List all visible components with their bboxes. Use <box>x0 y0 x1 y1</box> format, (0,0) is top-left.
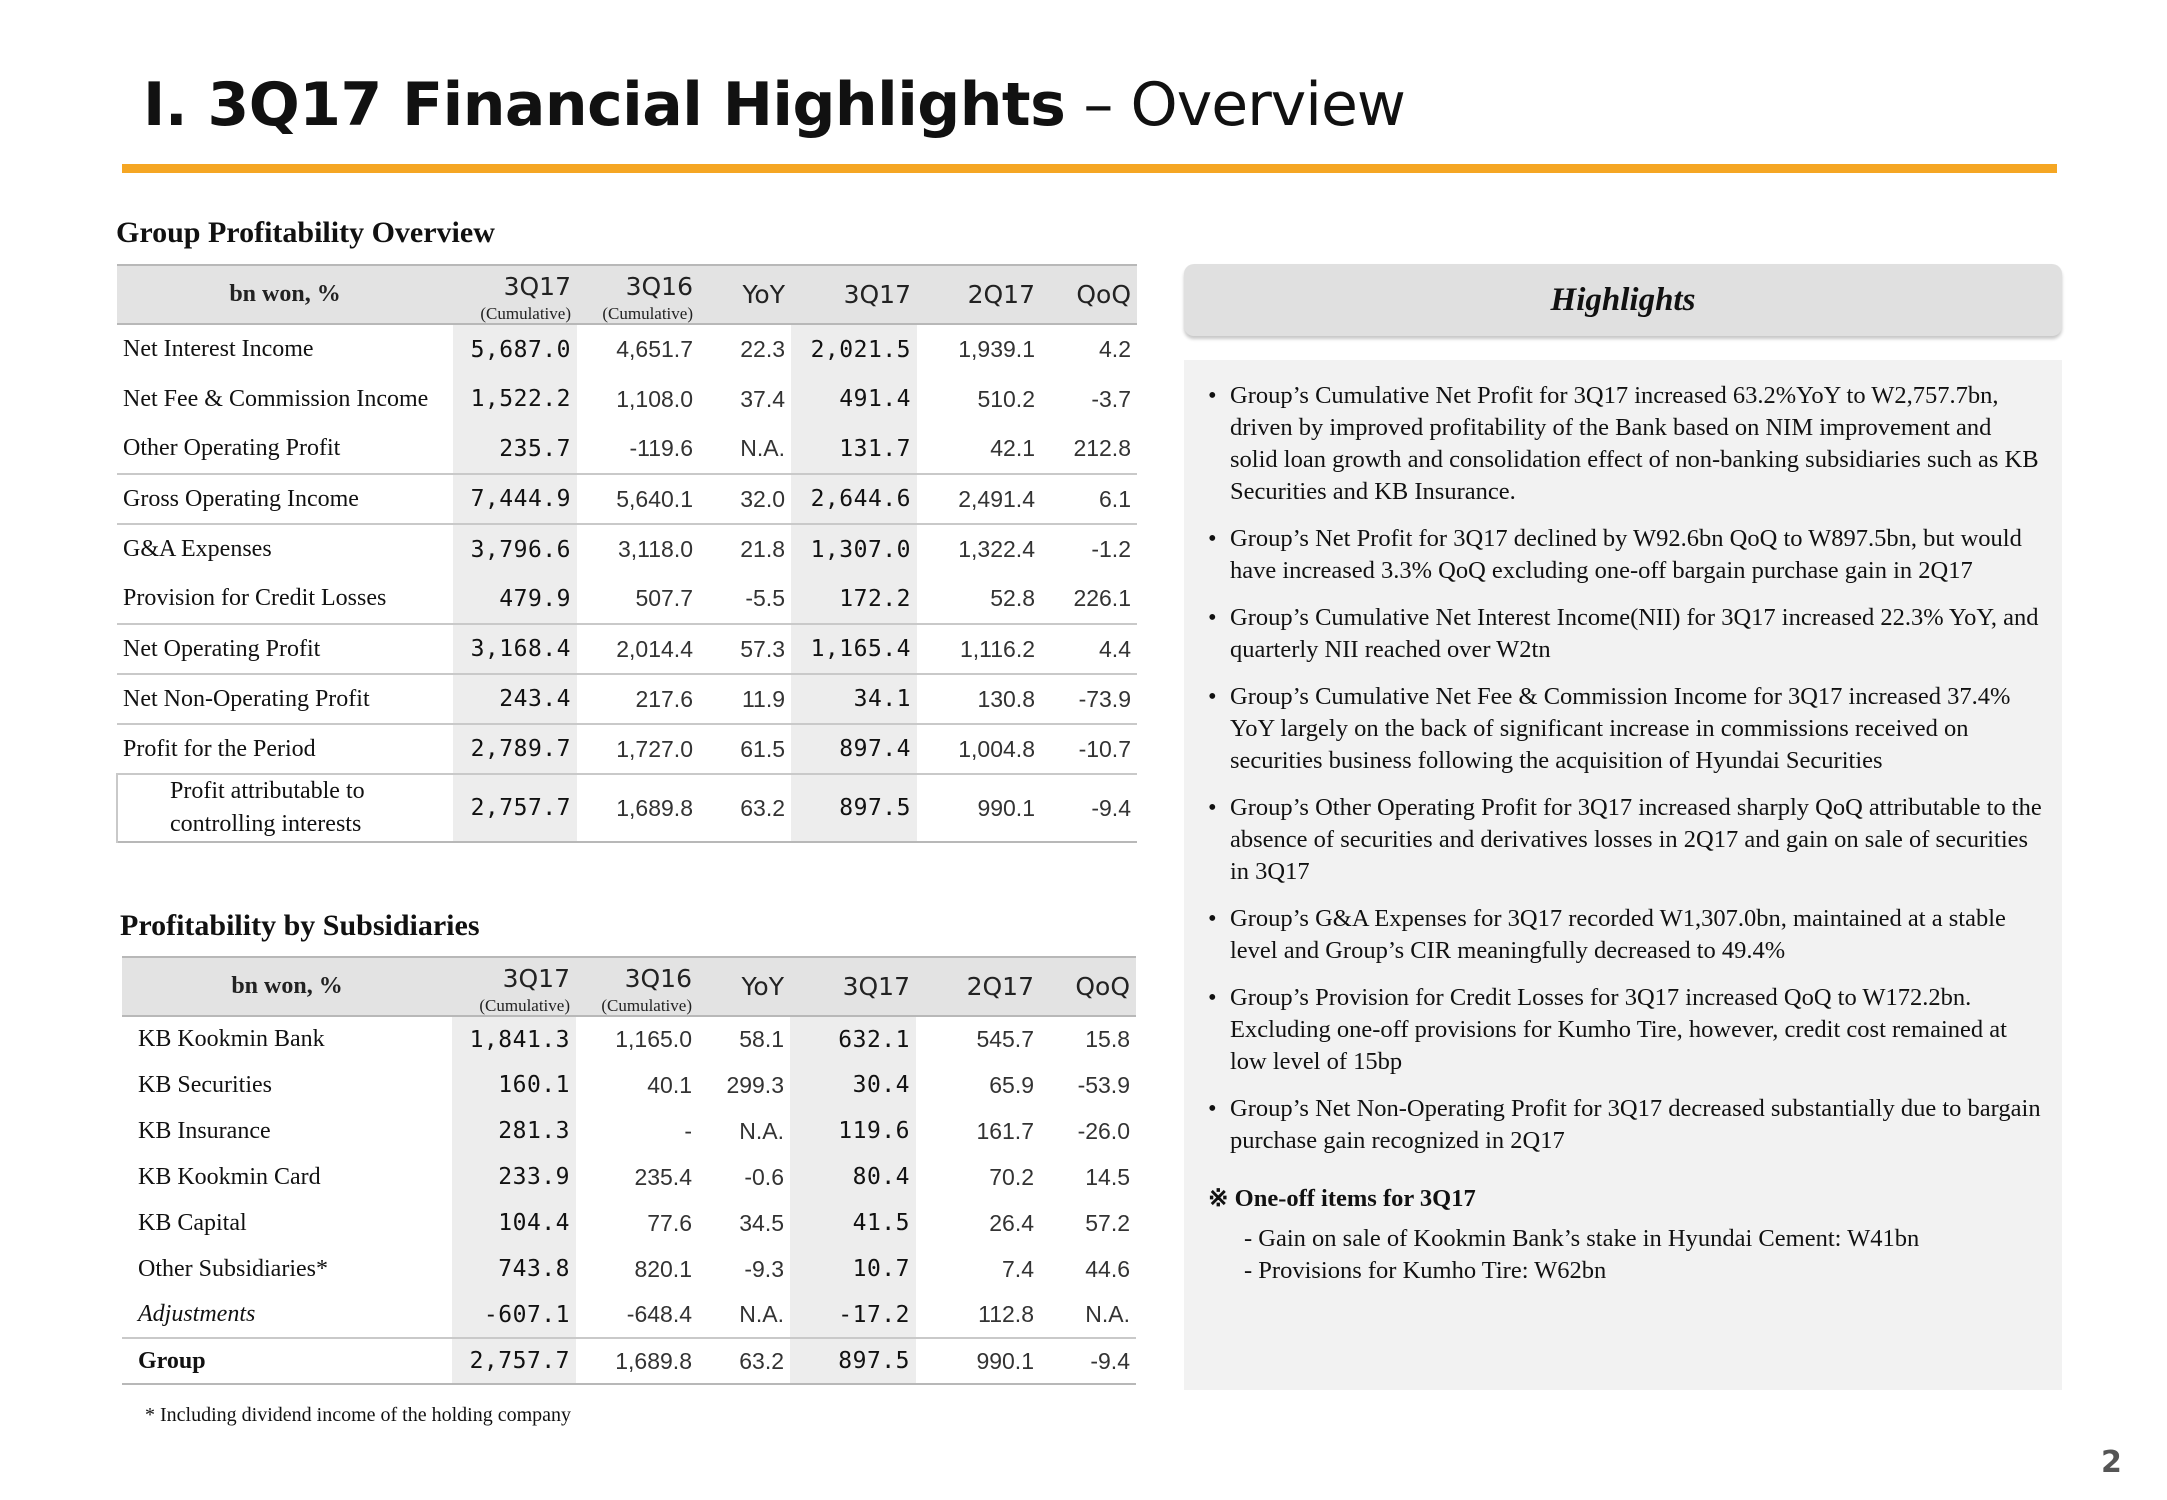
highlights-header: Highlights <box>1184 264 2062 336</box>
highlight-bullet: • Group’s G&A Expenses for 3Q17 recorded … <box>1208 905 2006 964</box>
profitability-table: bn won, % 3Q17 (Cumulative) 3Q16 (Cumulati… <box>116 264 1137 843</box>
header-col-2q17: 2Q17 <box>966 972 1034 1001</box>
highlight-bullet: • Group’s Other Operating Profit for 3Q17… <box>1208 794 2042 885</box>
table-row: Profit attributable to controlling intere… <box>116 774 1137 842</box>
table-row: Provision for Credit Losses 479.9 507.7 … <box>117 574 1137 624</box>
oneoff-item: - Gain on sale of Kookmin Bank’s stake i… <box>1244 1225 1920 1252</box>
table-row: Adjustments -607.1 -648.4 N.A. -17.2 112… <box>122 1292 1136 1338</box>
header-col-3q17: 3Q17 <box>843 280 911 309</box>
highlight-bullet: • Group’s Cumulative Net Profit for 3Q17 … <box>1208 382 2039 505</box>
header-col-3q17-cum: 3Q17 (Cumulative) <box>480 271 571 323</box>
table-row: Net Operating Profit 3,168.4 2,014.4 57.… <box>117 624 1137 674</box>
highlight-bullet: • Group’s Net Non-Operating Profit for 3Q… <box>1208 1095 2041 1154</box>
header-col-qoq: QoQ <box>1076 280 1131 309</box>
table-row: KB Insurance 281.3 - N.A. 119.6 161.7 -2… <box>122 1108 1136 1154</box>
header-col-qoq: QoQ <box>1075 972 1130 1001</box>
highlight-bullet: • Group’s Net Profit for 3Q17 declined by… <box>1208 525 2022 584</box>
highlight-bullet: • Group’s Provision for Credit Losses for… <box>1208 984 2007 1075</box>
table-row: Net Fee & Commission Income 1,522.2 1,10… <box>117 374 1137 424</box>
header-col-yoy: YoY <box>742 280 785 309</box>
table-row: KB Kookmin Bank 1,841.3 1,165.0 58.1 632… <box>122 1016 1136 1062</box>
table-row: KB Securities 160.1 40.1 299.3 30.4 65.9… <box>122 1062 1136 1108</box>
table-row-total: Group 2,757.7 1,689.8 63.2 897.5 990.1 -… <box>122 1338 1136 1384</box>
page-title-sub: – Overview <box>1065 70 1406 140</box>
table-row: Net Non-Operating Profit 243.4 217.6 11.… <box>117 674 1137 724</box>
subsidiaries-section-title: Profitability by Subsidiaries <box>120 909 480 942</box>
header-unit: bn won, % <box>231 973 343 999</box>
highlights-panel: • Group’s Cumulative Net Profit for 3Q17 … <box>1184 360 2062 1390</box>
header-col-3q16-cum: 3Q16 (Cumulative) <box>601 963 692 1015</box>
header-col-3q16-cum: 3Q16 (Cumulative) <box>602 271 693 323</box>
page-title-main: I. 3Q17 Financial Highlights <box>143 70 1066 140</box>
profitability-section-title: Group Profitability Overview <box>116 216 495 249</box>
header-col-3q17: 3Q17 <box>842 972 910 1001</box>
table-row: Profit for the Period 2,789.7 1,727.0 61… <box>117 724 1137 774</box>
page-title: I. 3Q17 Financial Highlights – Overview <box>143 70 1406 140</box>
table-row: Other Subsidiaries* 743.8 820.1 -9.3 10.… <box>122 1246 1136 1292</box>
header-col-yoy: YoY <box>741 972 784 1001</box>
header-col-3q17-cum: 3Q17 (Cumulative) <box>479 963 570 1015</box>
table-row: G&A Expenses 3,796.6 3,118.0 21.8 1,307.… <box>117 524 1137 574</box>
oneoff-item: - Provisions for Kumho Tire: W62bn <box>1244 1257 1607 1284</box>
page-number: 2 <box>2101 1445 2122 1480</box>
table-header-row: bn won, % 3Q17 (Cumulative) 3Q16 (Cumulati… <box>122 957 1136 1016</box>
title-divider <box>122 164 2057 173</box>
table-row: KB Kookmin Card 233.9 235.4 -0.6 80.4 70… <box>122 1154 1136 1200</box>
footnote: * Including dividend income of the holdi… <box>145 1404 572 1426</box>
highlight-bullet: • Group’s Cumulative Net Fee & Commission… <box>1208 683 2011 774</box>
table-header-row: bn won, % 3Q17 (Cumulative) 3Q16 (Cumulati… <box>117 265 1137 324</box>
table-row: Net Interest Income 5,687.0 4,651.7 22.3… <box>117 324 1137 374</box>
highlights-title: Highlights <box>1550 281 1696 318</box>
oneoff-items-title: ※ One-off items for 3Q17 <box>1208 1185 1476 1212</box>
subsidiaries-table: bn won, % 3Q17 (Cumulative) 3Q16 (Cumulati… <box>122 956 1136 1385</box>
table-row: Other Operating Profit 235.7 -119.6 N.A.… <box>117 424 1137 474</box>
header-unit: bn won, % <box>229 281 341 307</box>
highlight-bullet: • Group’s Cumulative Net Interest Income(… <box>1208 604 2039 663</box>
table-row: Gross Operating Income 7,444.9 5,640.1 3… <box>117 474 1137 524</box>
header-col-2q17: 2Q17 <box>967 280 1035 309</box>
table-row: KB Capital 104.4 77.6 34.5 41.5 26.4 57.… <box>122 1200 1136 1246</box>
